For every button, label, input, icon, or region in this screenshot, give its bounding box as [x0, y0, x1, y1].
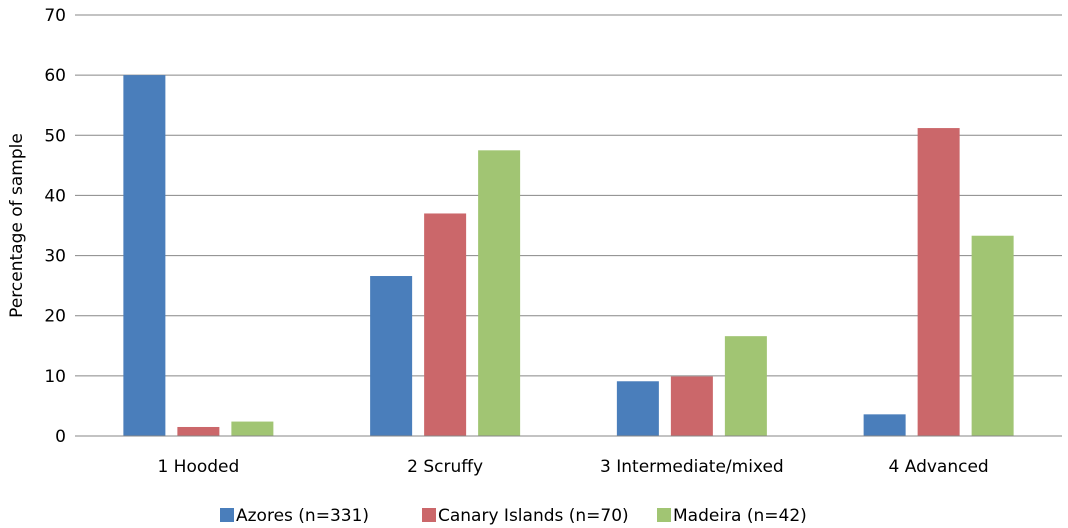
bars — [123, 75, 1014, 437]
bar — [478, 150, 521, 437]
y-tick-label: 10 — [44, 367, 66, 387]
bar — [863, 414, 906, 436]
bar — [971, 235, 1014, 436]
legend-label: Azores (n=331) — [236, 506, 369, 526]
x-category-label: 3 Intermediate/mixed — [600, 457, 784, 477]
y-tick-label: 70 — [44, 6, 66, 26]
legend-label: Madeira (n=42) — [673, 506, 807, 526]
x-category-label: 4 Advanced — [889, 457, 989, 477]
x-category-label: 2 Scruffy — [407, 457, 483, 477]
legend-label: Canary Islands (n=70) — [438, 506, 629, 526]
y-axis-label: Percentage of sample — [7, 133, 27, 318]
y-tick-label: 50 — [44, 126, 66, 146]
gridlines — [75, 14, 1062, 377]
y-axis-ticks: 0 10 20 30 40 50 60 70 — [44, 6, 66, 447]
bar — [370, 276, 413, 436]
y-tick-label: 30 — [44, 247, 66, 267]
x-axis-categories: 1 Hooded 2 Scruffy 3 Intermediate/mixed 4 A… — [157, 457, 988, 477]
legend: Azores (n=331) Canary Islands (n=70) Madei… — [220, 506, 807, 526]
bar — [231, 421, 274, 436]
y-tick-label: 20 — [44, 307, 66, 327]
y-tick-label: 40 — [44, 186, 66, 206]
legend-swatch — [220, 508, 234, 522]
y-tick-label: 0 — [55, 427, 66, 447]
bar — [917, 128, 960, 436]
x-category-label: 1 Hooded — [157, 457, 239, 477]
y-tick-label: 60 — [44, 66, 66, 86]
bar — [724, 336, 767, 436]
bar — [177, 426, 220, 436]
bar — [123, 75, 166, 437]
bar — [424, 213, 467, 436]
legend-swatch — [422, 508, 436, 522]
bar — [670, 376, 713, 436]
legend-swatch — [657, 508, 671, 522]
bar — [616, 381, 659, 436]
